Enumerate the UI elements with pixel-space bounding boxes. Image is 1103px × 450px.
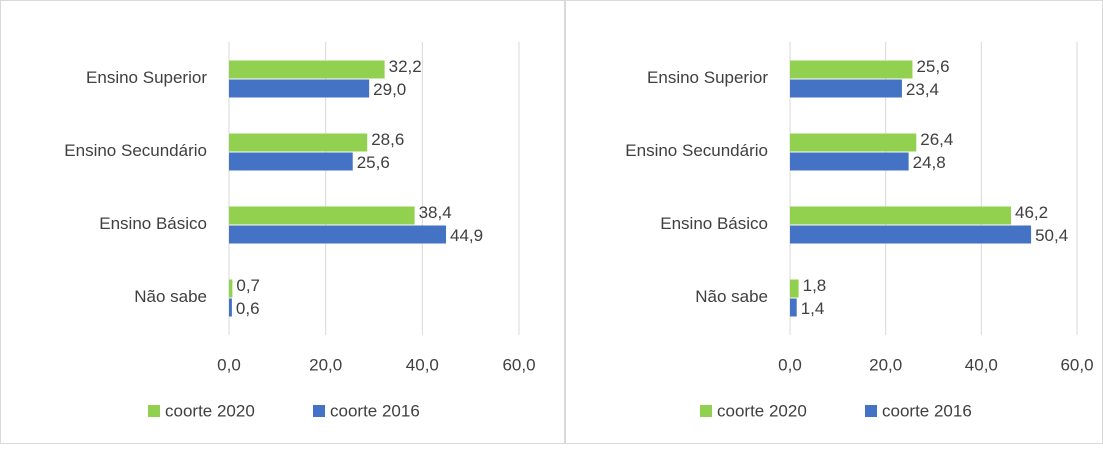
value-label: 26,4 (920, 130, 953, 149)
category-label: Ensino Superior (86, 68, 207, 87)
bar (229, 279, 233, 298)
legend-label: coorte 2016 (330, 401, 420, 420)
legend-label: coorte 2016 (882, 401, 972, 420)
value-label: 0,7 (236, 276, 260, 295)
bar (229, 206, 415, 225)
value-label: 46,2 (1015, 203, 1048, 222)
category-label: Não sabe (695, 287, 768, 306)
bar (790, 60, 913, 79)
bar (790, 152, 909, 171)
legend-swatch (148, 405, 160, 417)
bar (790, 79, 902, 98)
x-tick-label: 60,0 (1060, 355, 1093, 374)
x-tick-label: 40,0 (965, 355, 998, 374)
x-tick-label: 0,0 (217, 355, 241, 374)
value-label: 24,8 (913, 153, 946, 172)
value-label: 1,4 (801, 299, 825, 318)
bar (790, 298, 797, 317)
x-tick-label: 20,0 (309, 355, 342, 374)
bar (790, 206, 1011, 225)
x-tick-label: 60,0 (502, 355, 535, 374)
legend-swatch (700, 405, 712, 417)
category-label: Ensino Superior (647, 68, 768, 87)
bar (229, 298, 232, 317)
x-tick-label: 40,0 (406, 355, 439, 374)
value-label: 29,0 (373, 80, 406, 99)
bar (229, 60, 385, 79)
value-label: 1,8 (803, 276, 827, 295)
legend-label: coorte 2020 (717, 401, 807, 420)
legend-swatch (865, 405, 877, 417)
bar (790, 225, 1032, 244)
category-label: Ensino Básico (660, 214, 768, 233)
bar (229, 79, 370, 98)
x-tick-label: 20,0 (869, 355, 902, 374)
value-label: 25,6 (357, 153, 390, 172)
value-label: 44,9 (450, 226, 483, 245)
bar (229, 133, 368, 152)
x-tick-label: 0,0 (778, 355, 802, 374)
value-label: 38,4 (419, 203, 452, 222)
value-label: 0,6 (236, 299, 260, 318)
bar (229, 152, 353, 171)
category-label: Não sabe (134, 287, 207, 306)
value-label: 32,2 (389, 57, 422, 76)
bar (790, 133, 917, 152)
legend-swatch (313, 405, 325, 417)
category-label: Ensino Secundário (64, 141, 207, 160)
legend-label: coorte 2020 (165, 401, 255, 420)
value-label: 25,6 (916, 57, 949, 76)
bar (229, 225, 447, 244)
category-label: Ensino Secundário (625, 141, 768, 160)
value-label: 50,4 (1035, 226, 1068, 245)
panel-border (0, 0, 565, 444)
value-label: 23,4 (906, 80, 939, 99)
bar (790, 279, 799, 298)
value-label: 28,6 (371, 130, 404, 149)
category-label: Ensino Básico (99, 214, 207, 233)
